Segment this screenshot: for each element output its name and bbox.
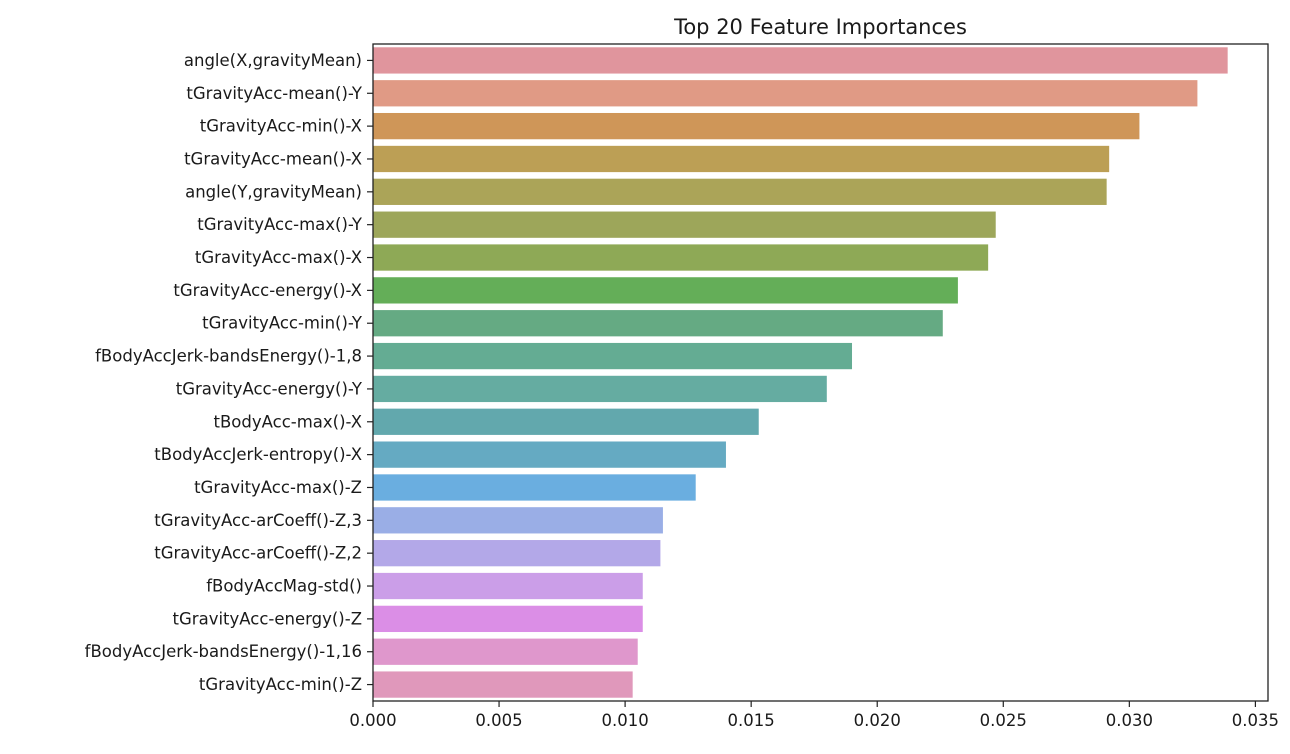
bar xyxy=(373,145,1110,173)
bar xyxy=(373,507,663,534)
x-ticks: 0.000 0.005 0.010 0.015 0.020 0.025 0.030 0.035 xyxy=(349,701,1279,730)
bar xyxy=(373,441,726,468)
y-tick-label: angle(Y,gravityMean) xyxy=(185,182,362,201)
bar xyxy=(373,572,643,600)
y-tick-label: tGravityAcc-energy()-Y xyxy=(176,379,363,398)
bar xyxy=(373,638,638,665)
x-tick-label: 0.015 xyxy=(728,711,775,730)
bar xyxy=(373,310,943,337)
plot-frame xyxy=(372,43,1269,702)
y-tick-label: tGravityAcc-energy()-X xyxy=(173,281,362,300)
y-tick-label: tBodyAcc-max()-X xyxy=(214,412,362,431)
x-tick-label: 0.025 xyxy=(980,711,1027,730)
y-tick-label: tGravityAcc-energy()-Z xyxy=(173,609,362,628)
y-tick-label: tGravityAcc-arCoeff()-Z,3 xyxy=(154,511,362,530)
x-tick-label: 0.005 xyxy=(475,711,522,730)
y-tick-label: tGravityAcc-mean()-X xyxy=(184,149,362,168)
chart-title: Top 20 Feature Importances xyxy=(673,15,967,39)
bar xyxy=(373,671,633,698)
y-tick-label: tGravityAcc-max()-X xyxy=(195,248,362,267)
x-tick-label: 0.030 xyxy=(1106,711,1153,730)
x-tick-label: 0.035 xyxy=(1232,711,1279,730)
y-tick-label: tBodyAccJerk-entropy()-X xyxy=(154,445,362,464)
bar xyxy=(373,178,1107,205)
bar xyxy=(373,80,1198,107)
bar xyxy=(373,277,958,304)
bar xyxy=(373,211,996,238)
y-tick-label: fBodyAccJerk-bandsEnergy()-1,16 xyxy=(85,642,362,661)
y-tick-label: tGravityAcc-max()-Y xyxy=(197,215,363,234)
y-tick-label: angle(X,gravityMean) xyxy=(184,51,362,70)
bar xyxy=(373,408,759,435)
bar xyxy=(373,244,989,271)
bar xyxy=(373,375,827,403)
x-tick-label: 0.000 xyxy=(349,711,396,730)
bar xyxy=(373,47,1228,74)
bar xyxy=(373,342,853,370)
bar xyxy=(373,474,696,501)
bar xyxy=(373,540,661,567)
y-tick-label: tGravityAcc-min()-Y xyxy=(202,314,363,333)
y-tick-label: tGravityAcc-mean()-Y xyxy=(186,84,362,103)
y-tick-label: tGravityAcc-max()-Z xyxy=(194,478,362,497)
y-tick-label: tGravityAcc-arCoeff()-Z,2 xyxy=(154,544,362,563)
y-tick-labels: angle(X,gravityMean) tGravityAcc-mean()-Y… xyxy=(85,51,373,694)
bar xyxy=(373,112,1140,140)
y-tick-label: fBodyAccMag-std() xyxy=(206,577,362,596)
x-tick-label: 0.010 xyxy=(601,711,648,730)
y-tick-label: tGravityAcc-min()-X xyxy=(200,117,362,136)
bars-layer xyxy=(373,47,1228,698)
x-tick-label: 0.020 xyxy=(854,711,901,730)
y-tick-label: fBodyAccJerk-bandsEnergy()-1,8 xyxy=(95,347,362,366)
bar xyxy=(373,605,643,633)
y-tick-label: tGravityAcc-min()-Z xyxy=(199,675,362,694)
